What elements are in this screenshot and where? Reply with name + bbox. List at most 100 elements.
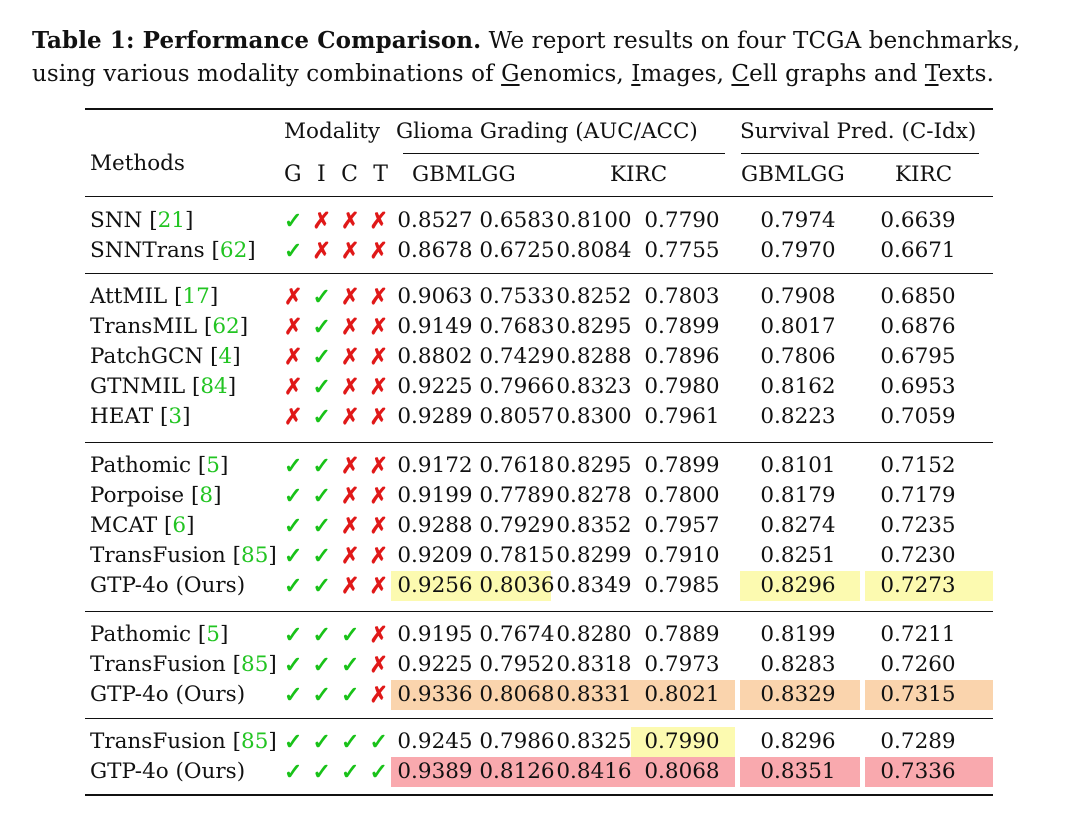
check-icon: ✓ bbox=[312, 729, 331, 755]
metric-value: 0.7966 bbox=[479, 374, 555, 399]
citation-link[interactable]: 6 bbox=[172, 513, 187, 538]
citation-link[interactable]: 85 bbox=[241, 652, 269, 677]
method-name: Pathomic [5] bbox=[90, 621, 228, 649]
ref-bracket-close: ] bbox=[219, 453, 229, 478]
metric-value: 0.7674 bbox=[479, 622, 555, 647]
metric-value: 0.6850 bbox=[880, 284, 956, 309]
ref-bracket-close: ] bbox=[184, 208, 194, 233]
check-icon: ✓ bbox=[284, 573, 303, 599]
citation-link[interactable]: 4 bbox=[218, 344, 233, 369]
ref-bracket-close: ] bbox=[268, 729, 277, 754]
citation-link[interactable]: 62 bbox=[219, 238, 248, 263]
metric-value: 0.8678 bbox=[397, 238, 473, 263]
ref-bracket-open: [ bbox=[203, 314, 213, 339]
citation-link[interactable]: 85 bbox=[241, 729, 269, 754]
modality-marks: ✓ ✓ ✓ ✗ bbox=[284, 621, 388, 649]
citation-link[interactable]: 85 bbox=[241, 543, 269, 568]
modality-marks: ✓ ✓ ✗ ✗ bbox=[284, 572, 388, 600]
method-name: TransFusion [85] bbox=[90, 542, 277, 570]
method-name: TransMIL [62] bbox=[90, 313, 248, 341]
group-rule-2 bbox=[85, 442, 993, 444]
ref-bracket-open: [ bbox=[191, 374, 201, 399]
metric-value: 0.7806 bbox=[760, 344, 836, 369]
caption-g: G bbox=[501, 61, 520, 87]
ref-bracket-open: [ bbox=[149, 208, 158, 233]
highlight-cell bbox=[551, 680, 631, 710]
check-icon: ✓ bbox=[341, 682, 360, 708]
glioma-cmidrule bbox=[403, 153, 725, 155]
ref-bracket-open: [ bbox=[197, 453, 207, 478]
metric-value: 0.7533 bbox=[479, 284, 555, 309]
header-mod-c: C bbox=[341, 162, 358, 187]
modality-marks: ✓ ✓ ✓ ✓ bbox=[284, 758, 388, 786]
ref-bracket-open: [ bbox=[210, 344, 219, 369]
citation-link[interactable]: 62 bbox=[212, 314, 240, 339]
citation-link[interactable]: 5 bbox=[206, 453, 220, 478]
caption-c: C bbox=[731, 61, 750, 87]
caption-i: I bbox=[631, 61, 641, 87]
metric-value: 0.8318 bbox=[556, 652, 632, 677]
cross-icon: ✗ bbox=[341, 453, 360, 479]
method-name: GTP-4o (Ours) bbox=[90, 572, 245, 600]
metric-value: 0.7896 bbox=[644, 344, 720, 369]
metric-value: 0.8299 bbox=[556, 543, 632, 568]
citation-link[interactable]: 8 bbox=[199, 483, 214, 508]
ref-bracket-open: [ bbox=[197, 622, 207, 647]
check-icon: ✓ bbox=[312, 682, 331, 708]
metric-value: 0.9195 bbox=[397, 622, 473, 647]
metric-value: 0.6671 bbox=[880, 238, 956, 263]
metric-value: 0.8084 bbox=[556, 238, 632, 263]
cross-icon: ✗ bbox=[369, 238, 388, 264]
ref-bracket-close: ] bbox=[268, 543, 277, 568]
method-name: MCAT [6] bbox=[90, 512, 194, 540]
table-caption: Table 1: Performance Comparison. We repo… bbox=[32, 24, 1062, 91]
metric-value: 0.8036 bbox=[479, 573, 555, 598]
check-icon: ✓ bbox=[341, 729, 360, 755]
header-mod-t: T bbox=[373, 162, 388, 187]
cross-icon: ✗ bbox=[284, 284, 303, 310]
citation-link[interactable]: 5 bbox=[206, 622, 220, 647]
metric-value: 0.7683 bbox=[479, 314, 555, 339]
metric-value: 0.8288 bbox=[556, 344, 632, 369]
modality-marks: ✓ ✓ ✗ ✗ bbox=[284, 542, 388, 570]
metric-value: 0.8283 bbox=[760, 652, 836, 677]
method-name: Porpoise [8] bbox=[90, 482, 221, 510]
citation-link[interactable]: 17 bbox=[182, 284, 210, 309]
cross-icon: ✗ bbox=[369, 622, 388, 648]
ref-bracket-open: [ bbox=[159, 404, 169, 429]
highlight-cell bbox=[551, 757, 631, 787]
check-icon: ✓ bbox=[284, 652, 303, 678]
ref-bracket-close: ] bbox=[247, 238, 256, 263]
metric-value: 0.7990 bbox=[644, 729, 720, 754]
method-label: TransFusion bbox=[90, 543, 233, 568]
ref-bracket-open: [ bbox=[232, 543, 242, 568]
cross-icon: ✗ bbox=[369, 513, 388, 539]
metric-value: 0.7929 bbox=[479, 513, 555, 538]
metric-value: 0.7800 bbox=[644, 483, 720, 508]
method-name: HEAT [3] bbox=[90, 403, 190, 431]
citation-link[interactable]: 3 bbox=[168, 404, 183, 429]
group-rule-1 bbox=[85, 273, 993, 275]
ref-bracket-close: ] bbox=[227, 374, 237, 399]
method-label: SNNTrans bbox=[90, 238, 212, 263]
check-icon: ✓ bbox=[312, 543, 331, 569]
metric-value: 0.9389 bbox=[397, 759, 473, 784]
cross-icon: ✗ bbox=[341, 543, 360, 569]
caption-ell: ell graphs and bbox=[749, 61, 925, 87]
cross-icon: ✗ bbox=[312, 238, 331, 264]
metric-value: 0.8349 bbox=[556, 573, 632, 598]
metric-value: 0.6639 bbox=[880, 208, 956, 233]
check-icon: ✓ bbox=[341, 759, 360, 785]
modality-marks: ✗ ✓ ✗ ✗ bbox=[284, 313, 388, 341]
check-icon: ✓ bbox=[312, 344, 331, 370]
ref-bracket-open: [ bbox=[232, 729, 242, 754]
citation-link[interactable]: 21 bbox=[157, 208, 185, 233]
ref-bracket-close: ] bbox=[209, 284, 219, 309]
metric-value: 0.9289 bbox=[397, 404, 473, 429]
method-name: GTP-4o (Ours) bbox=[90, 758, 245, 786]
citation-link[interactable]: 84 bbox=[200, 374, 228, 399]
method-label: GTP-4o (Ours) bbox=[90, 682, 246, 707]
metric-value: 0.6583 bbox=[479, 208, 555, 233]
metric-value: 0.9245 bbox=[397, 729, 473, 754]
metric-value: 0.8252 bbox=[556, 284, 632, 309]
